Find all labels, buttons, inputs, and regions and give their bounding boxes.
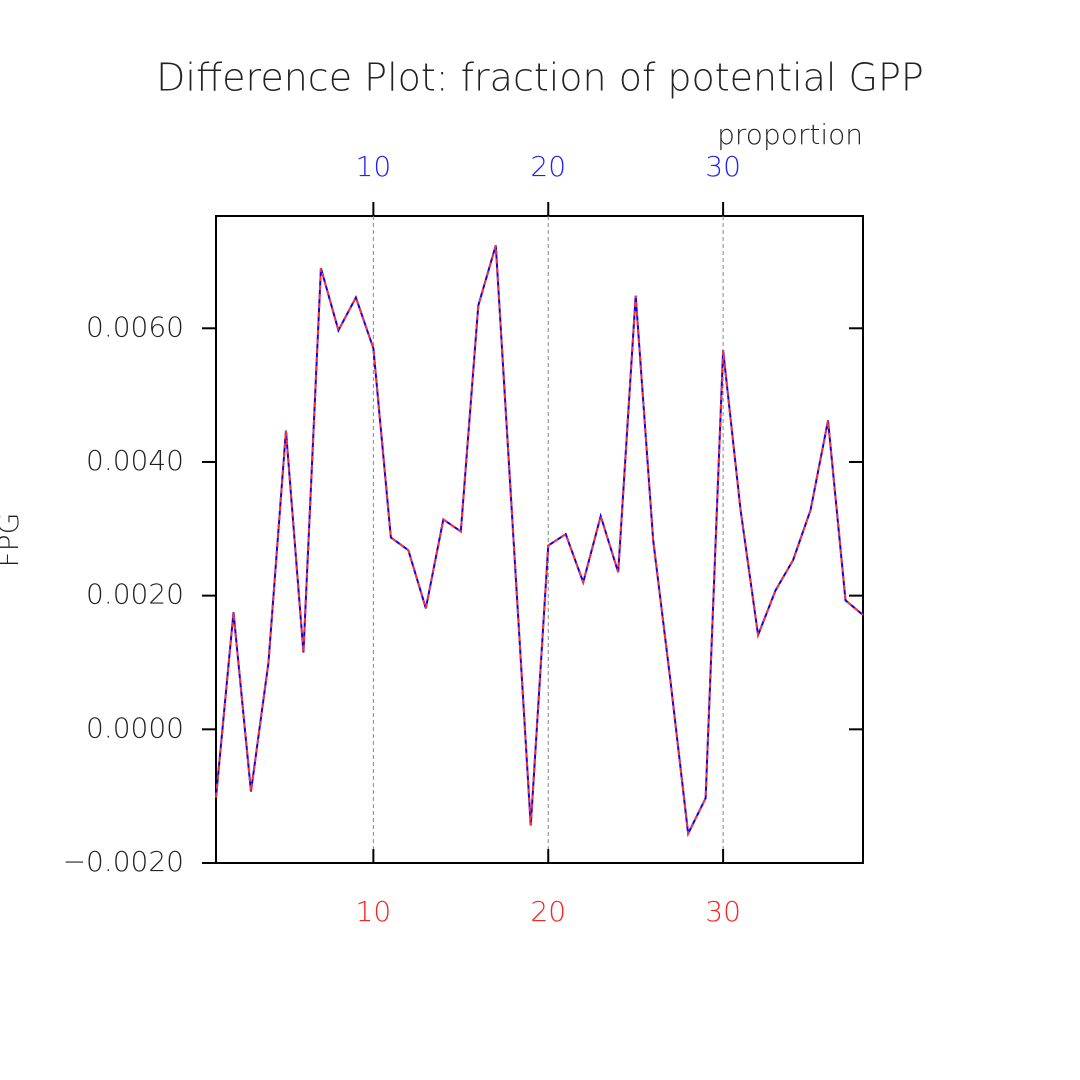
chart-title: Difference Plot: fraction of potential G… (156, 56, 924, 100)
x-tick-label: 10 (356, 895, 392, 928)
plot-frame (215, 215, 864, 864)
y-tick-label: 0.0040 (86, 444, 184, 477)
data-line (215, 245, 864, 838)
y-tick-label: 0.0000 (86, 711, 184, 744)
x2-tick-label: 30 (705, 150, 741, 183)
x-tick-label: 20 (530, 895, 566, 928)
x2-tick-label: 20 (530, 150, 566, 183)
top-axis-label: proportion (717, 118, 863, 151)
y-tick-label: 0.0020 (86, 578, 184, 611)
x2-tick-label: 10 (356, 150, 392, 183)
y-tick-label: 0.0060 (86, 310, 184, 343)
y-tick-label: −0.0020 (63, 845, 184, 878)
x-tick-label: 30 (705, 895, 741, 928)
y-axis-label: FPG (0, 513, 25, 568)
data-line (215, 245, 864, 838)
